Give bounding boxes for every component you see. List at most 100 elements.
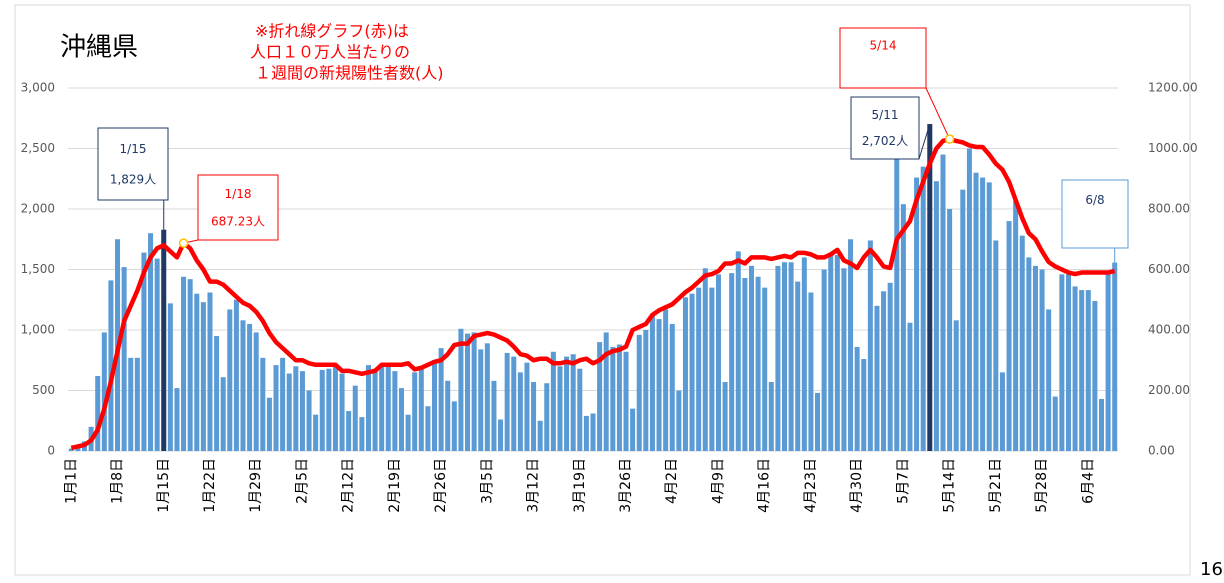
bar <box>907 322 913 451</box>
bar <box>682 297 688 451</box>
y-tick-label: 0 <box>47 444 55 458</box>
bar <box>643 330 649 451</box>
bar <box>1098 398 1104 451</box>
callout-date: 1/18 <box>225 187 252 201</box>
bar <box>484 343 490 451</box>
bar <box>709 287 715 451</box>
bar <box>722 382 728 451</box>
bar <box>511 356 517 451</box>
bar <box>980 177 986 452</box>
bar <box>867 240 873 451</box>
x-tick-label: 1月22日 <box>202 458 218 513</box>
x-tick-label: 2月5日 <box>294 458 310 504</box>
bar <box>498 419 504 451</box>
x-tick-label: 1月15日 <box>156 458 172 513</box>
bar <box>1006 221 1012 451</box>
bar <box>148 233 154 451</box>
callout-box <box>97 127 169 201</box>
callout-box <box>1061 179 1129 249</box>
bar <box>465 333 471 451</box>
bar <box>174 388 180 451</box>
bar <box>986 182 992 451</box>
bar <box>405 414 411 451</box>
x-tick-label: 4月2日 <box>664 458 680 504</box>
bar <box>854 346 860 451</box>
x-tick-label: 1月1日 <box>63 458 79 504</box>
bar <box>365 365 371 451</box>
bar <box>636 334 642 451</box>
y2-tick-label: 400.00 <box>1148 323 1190 337</box>
bar <box>214 336 220 451</box>
bar <box>874 305 880 451</box>
bar <box>1013 200 1019 451</box>
bar <box>1019 235 1025 451</box>
bar <box>775 265 781 451</box>
bar <box>293 366 299 451</box>
bar <box>940 154 946 452</box>
bar <box>1052 396 1058 451</box>
line <box>70 136 1116 451</box>
bar <box>438 348 444 451</box>
bar <box>577 368 583 451</box>
bar <box>1065 274 1071 451</box>
y2-tick-label: 600.00 <box>1148 262 1190 276</box>
bar <box>768 382 774 451</box>
bar <box>240 320 246 451</box>
bar <box>656 319 662 451</box>
y2-tick-label: 1000.00 <box>1148 141 1198 155</box>
bar <box>280 357 286 451</box>
bar <box>630 408 636 451</box>
bar <box>1039 269 1045 451</box>
callout-marker <box>944 134 955 144</box>
bar <box>583 415 589 451</box>
bar <box>339 373 345 451</box>
callout-box <box>839 27 927 89</box>
x-tick-label: 3月5日 <box>479 458 495 504</box>
bar <box>385 366 391 451</box>
x-tick-label: 3月12日 <box>526 458 542 513</box>
bar <box>1085 290 1091 451</box>
bar <box>729 273 735 451</box>
y2-tick-label: 800.00 <box>1148 202 1190 216</box>
bar <box>564 356 570 451</box>
bar <box>352 385 358 451</box>
bar <box>947 209 953 451</box>
note: １週間の新規陽性者数(人) <box>255 64 444 83</box>
bar <box>359 417 365 451</box>
bar <box>1092 300 1098 451</box>
bar <box>715 274 721 451</box>
bar <box>266 397 272 451</box>
x-tick-label: 4月23日 <box>803 458 819 513</box>
bar <box>689 293 695 451</box>
bar <box>412 372 418 451</box>
bar <box>623 351 629 451</box>
bar <box>762 287 768 451</box>
bar <box>445 380 451 451</box>
bar <box>95 375 101 451</box>
bar <box>603 332 609 451</box>
y-tick-label: 500 <box>32 383 55 397</box>
bar <box>418 368 424 451</box>
bar <box>187 279 193 451</box>
bar <box>828 254 834 451</box>
bar <box>821 269 827 451</box>
bar <box>101 332 107 451</box>
bar <box>557 366 563 451</box>
bar <box>808 292 814 451</box>
bar <box>537 420 543 451</box>
x-tick-label: 3月26日 <box>618 458 634 513</box>
bar <box>108 280 114 451</box>
bar <box>782 262 788 451</box>
bar <box>471 332 477 451</box>
x-tick-label: 1月8日 <box>110 458 126 504</box>
bar <box>306 390 312 451</box>
x-tick-label: 5月14日 <box>942 458 958 513</box>
bar <box>815 392 821 451</box>
callout-date: 6/8 <box>1085 193 1104 207</box>
bar <box>392 371 398 451</box>
bar <box>458 328 464 451</box>
bar <box>993 240 999 451</box>
callout-value: 1,829人 <box>110 172 156 186</box>
x-tick-label: 2月12日 <box>341 458 357 513</box>
bar <box>220 377 226 451</box>
